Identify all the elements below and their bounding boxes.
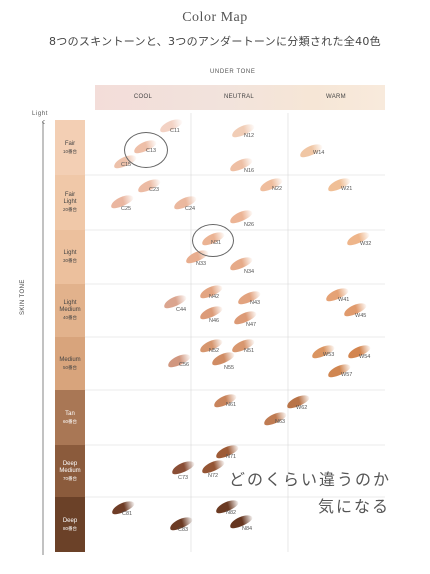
- under-tone-warm: WARM: [326, 94, 346, 100]
- skin-tone-sub: 80番台: [62, 525, 77, 531]
- skin-tone-name: Tan: [65, 410, 75, 417]
- swatch-code-label: N52: [209, 348, 220, 354]
- swatch-code-label: N43: [250, 300, 261, 306]
- skin-tone-name: Light Medium: [59, 300, 81, 313]
- skin-tone-name: Medium: [59, 356, 81, 363]
- swatch-code-label: W41: [338, 297, 350, 303]
- highlight-circle-n31: [192, 224, 234, 257]
- swatch-code-label: C24: [185, 206, 196, 212]
- light-label: Light: [32, 111, 49, 117]
- under-tone-label: UNDER TONE: [210, 69, 256, 75]
- swatch-code-label: W21: [341, 186, 353, 192]
- skin-tone-medium: Medium 50番台: [55, 337, 85, 390]
- swatch-code-label: N63: [275, 419, 286, 425]
- swatch-code-label: C83: [178, 527, 189, 533]
- highlight-circle-c13: [124, 132, 168, 168]
- swatch-code-label: N22: [272, 186, 283, 192]
- skin-tone-deep: Deep 80番台: [55, 497, 85, 552]
- swatch-code-label: N42: [209, 294, 220, 300]
- swatch-code-label: N47: [246, 322, 257, 328]
- swatch-code-label: N84: [242, 526, 253, 532]
- swatch-code-label: W62: [296, 405, 308, 411]
- swatch-code-label: C56: [179, 362, 190, 368]
- swatch-code-label: N34: [244, 269, 255, 275]
- swatch-code-label: C44: [176, 307, 187, 313]
- skin-tone-tan: Tan 60番台: [55, 390, 85, 445]
- handwritten-note-line-2: 気になる: [318, 497, 391, 516]
- skin-tone-light: Light 30番台: [55, 230, 85, 284]
- skin-tone-sub: 10番台: [62, 148, 77, 154]
- skin-tone-label: SKIN TONE: [20, 279, 26, 315]
- swatch-code-label: N82: [226, 510, 237, 516]
- page-subtitle: 8つのスキントーンと、3つのアンダートーンに分類された全40色: [49, 35, 381, 48]
- swatch-code-label: N55: [224, 365, 235, 371]
- swatch-code-label: N12: [244, 133, 255, 139]
- skin-tone-sub: 60番台: [62, 418, 77, 424]
- skin-tone-light-medium: Light Medium 40番台: [55, 284, 85, 337]
- swatch-code-label: N26: [244, 222, 255, 228]
- skin-tone-sub: 70番台: [62, 475, 77, 481]
- swatch-code-label: W53: [323, 352, 335, 358]
- swatch-c73: [170, 458, 196, 477]
- swatch-code-label: W57: [341, 372, 353, 378]
- skin-tone-name: Light: [63, 250, 77, 256]
- swatch-code-label: N72: [208, 473, 219, 479]
- skin-tone-fair: Fair 10番台: [55, 120, 85, 175]
- under-tone-bar: [95, 85, 385, 110]
- swatch-code-label: N51: [244, 348, 255, 354]
- swatch-code-label: C15: [121, 162, 132, 168]
- skin-tone-deep-medium: Deep Medium 70番台: [55, 445, 85, 497]
- under-tone-neutral: NEUTRAL: [223, 94, 255, 100]
- swatch-code-label: C73: [178, 475, 189, 481]
- skin-tone-fair-light: Fair Light 20番台: [55, 175, 85, 230]
- skin-tone-sub: 20番台: [62, 207, 77, 212]
- handwritten-note-line-1: どのくらい違うのか: [229, 470, 392, 489]
- skin-tone-name: Deep: [62, 517, 78, 524]
- swatch-code-label: C25: [121, 206, 132, 212]
- swatch-code-label: C23: [149, 187, 160, 193]
- page-title: Color Map: [182, 10, 248, 25]
- swatch-code-label: C81: [122, 511, 133, 517]
- skin-tone-name: Fair: [64, 140, 76, 147]
- skin-tone-sub: 30番台: [62, 258, 77, 263]
- swatch-code-label: N61: [226, 402, 237, 408]
- swatch-code-label: N16: [244, 168, 255, 174]
- swatch-code-label: W45: [355, 313, 367, 319]
- skin-tone-sub: 40番台: [62, 315, 77, 320]
- skin-tone-sub: 50番台: [62, 364, 77, 370]
- swatch-code-label: N46: [209, 318, 220, 324]
- swatch-code-label: N71: [226, 454, 237, 460]
- swatch-code-label: C11: [170, 128, 180, 134]
- skin-tone-name: Fair Light: [63, 192, 77, 205]
- skin-tone-name: Deep Medium: [59, 460, 81, 474]
- swatch-code-label: N33: [196, 261, 207, 267]
- under-tone-cool: COOL: [133, 94, 153, 100]
- swatch-code-label: W32: [360, 241, 372, 247]
- swatch-code-label: W14: [313, 150, 325, 156]
- swatch-code-label: W54: [359, 354, 371, 360]
